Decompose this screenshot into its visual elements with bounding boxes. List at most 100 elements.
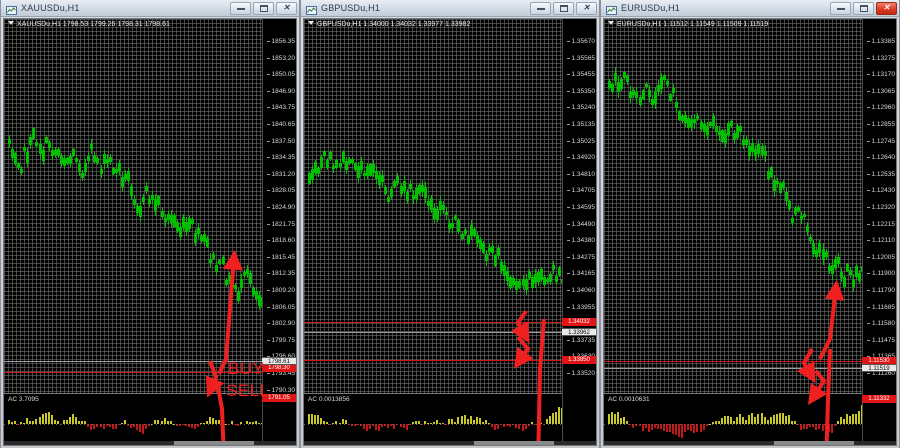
minimize-button[interactable] — [530, 1, 551, 15]
candle-body — [608, 81, 611, 88]
ac-indicator-subwindow[interactable]: AC 0.0010631 1.11260 0.0012395 — [604, 393, 896, 445]
window-titlebar[interactable]: EURUSDu,H1 ✕ — [601, 0, 899, 17]
ac-histogram-bar — [123, 419, 126, 424]
candle-body — [500, 262, 504, 271]
price-level-line[interactable] — [4, 372, 262, 373]
candle-body — [445, 211, 449, 216]
candle-body — [778, 183, 782, 194]
candle-body — [858, 272, 862, 282]
ac-histogram-bar — [711, 421, 714, 424]
ac-histogram-bar — [803, 424, 806, 429]
candle-body — [748, 145, 752, 156]
window-title: EURUSDu,H1 — [621, 3, 681, 13]
chart-window-xauusd[interactable]: XAUUSDu,H1 ✕ XAUUSDu,H1 1798.53 1799.26 … — [0, 0, 300, 448]
price-tick: 1.12855 — [866, 121, 895, 128]
candle-body — [359, 161, 363, 170]
ac-histogram-bar — [678, 424, 681, 438]
candle-body — [353, 163, 357, 170]
window-controls[interactable]: ✕ — [230, 1, 297, 15]
candle-body — [545, 278, 549, 282]
price-level-line[interactable] — [304, 322, 562, 323]
restore-button[interactable] — [853, 1, 874, 15]
ac-histogram-bar — [521, 424, 524, 431]
candle-body — [139, 206, 143, 218]
price-tick: 1.35135 — [566, 121, 595, 128]
candle-body — [62, 158, 66, 167]
candle-body — [252, 287, 255, 296]
restore-button[interactable] — [253, 1, 274, 15]
scrollbar-thumb[interactable] — [474, 441, 554, 445]
price-level-line[interactable] — [4, 361, 262, 362]
close-button[interactable]: ✕ — [876, 1, 897, 15]
price-tick: 1.34165 — [566, 270, 595, 278]
horizontal-scrollbar[interactable] — [4, 441, 296, 445]
price-tick: 1.11900 — [866, 270, 895, 278]
close-button[interactable]: ✕ — [276, 1, 297, 15]
chart-grid — [604, 19, 896, 445]
window-title: XAUUSDu,H1 — [21, 3, 80, 13]
candle-body — [365, 165, 369, 177]
chart-canvas-eurusd[interactable]: EURUSDu,H1 1.11512 1.11549 1.11509 1.115… — [603, 18, 897, 446]
candle-body — [347, 158, 351, 163]
price-marker-box: 1.11519 — [862, 364, 896, 372]
ac-histogram-bar — [65, 420, 68, 424]
price-level-line[interactable] — [604, 368, 862, 369]
ac-histogram-bar — [332, 422, 335, 424]
candle-body — [797, 207, 801, 211]
candle-body — [536, 272, 540, 283]
ac-histogram-bar — [815, 424, 818, 431]
price-tick: 1799.75 — [266, 336, 295, 344]
candle-body — [203, 233, 207, 242]
price-level-line[interactable] — [304, 332, 562, 333]
ac-indicator-subwindow[interactable]: AC 0.0013856 0.0019974 0.00 — [304, 393, 596, 445]
price-tick: 1.33520 — [566, 370, 595, 377]
ac-histogram-bar — [75, 417, 78, 424]
candle-body — [338, 163, 342, 168]
horizontal-scrollbar[interactable] — [304, 441, 596, 445]
candle-body — [142, 196, 146, 203]
restore-button[interactable] — [553, 1, 574, 15]
candle-body — [518, 281, 522, 287]
candle-body — [166, 214, 170, 220]
price-scale[interactable]: 1.35670 1.35565 1.35455 1.35350 1.35240 1.351… — [562, 19, 596, 445]
candle-body — [751, 142, 755, 153]
ac-histogram-bar — [99, 424, 102, 428]
ac-histogram-bar — [362, 424, 365, 430]
close-button[interactable]: ✕ — [576, 1, 597, 15]
horizontal-scrollbar[interactable] — [604, 441, 896, 445]
ac-histogram-bar — [656, 424, 659, 429]
candle-body — [842, 276, 846, 287]
price-level-line[interactable] — [304, 360, 562, 361]
minimize-button[interactable] — [830, 1, 851, 15]
scrollbar-thumb[interactable] — [174, 441, 254, 445]
ac-histogram-bar — [29, 420, 32, 424]
candle-body — [690, 119, 694, 127]
ac-histogram-bar — [626, 420, 629, 424]
window-controls[interactable]: ✕ — [830, 1, 897, 15]
candle-body — [44, 136, 48, 143]
window-controls[interactable]: ✕ — [530, 1, 597, 15]
chart-canvas-gbpusd[interactable]: GBPUSDu,H1 1.34000 1.34032 1.33977 1.339… — [303, 18, 597, 446]
candlestick-series — [304, 19, 596, 445]
scrollbar-thumb[interactable] — [774, 441, 854, 445]
candle-body — [308, 173, 311, 184]
chart-canvas-xauusd[interactable]: XAUUSDu,H1 1798.53 1799.26 1798.31 1798.… — [3, 18, 297, 446]
window-titlebar[interactable]: XAUUSDu,H1 ✕ — [1, 0, 299, 17]
price-level-line[interactable] — [604, 361, 862, 362]
ac-histogram-bar — [23, 423, 26, 424]
ac-histogram-bar — [696, 424, 699, 432]
chart-symbol-label: EURUSDu,H1 1.11512 1.11549 1.11509 1.115… — [608, 21, 768, 28]
price-scale[interactable]: 1856.35 1853.20 1850.05 1846.90 1843.75 1840.… — [262, 19, 296, 445]
ac-histogram-bar — [690, 424, 693, 431]
ac-histogram-bar — [93, 424, 96, 429]
candle-body — [136, 205, 140, 214]
candle-body — [552, 264, 555, 271]
ac-histogram-bar — [84, 421, 87, 424]
chart-window-gbpusd[interactable]: GBPUSDu,H1 ✕ GBPUSDu,H1 1.34000 1.34032 … — [300, 0, 600, 448]
chart-window-eurusd[interactable]: EURUSDu,H1 ✕ EURUSDu,H1 1.11512 1.11549 … — [600, 0, 900, 448]
window-title: GBPUSDu,H1 — [321, 3, 381, 13]
minimize-button[interactable] — [230, 1, 251, 15]
price-scale[interactable]: 1.13385 1.13275 1.13170 1.13065 1.12960 1.128… — [862, 19, 896, 445]
window-titlebar[interactable]: GBPUSDu,H1 ✕ — [301, 0, 599, 17]
candle-body — [484, 254, 488, 262]
